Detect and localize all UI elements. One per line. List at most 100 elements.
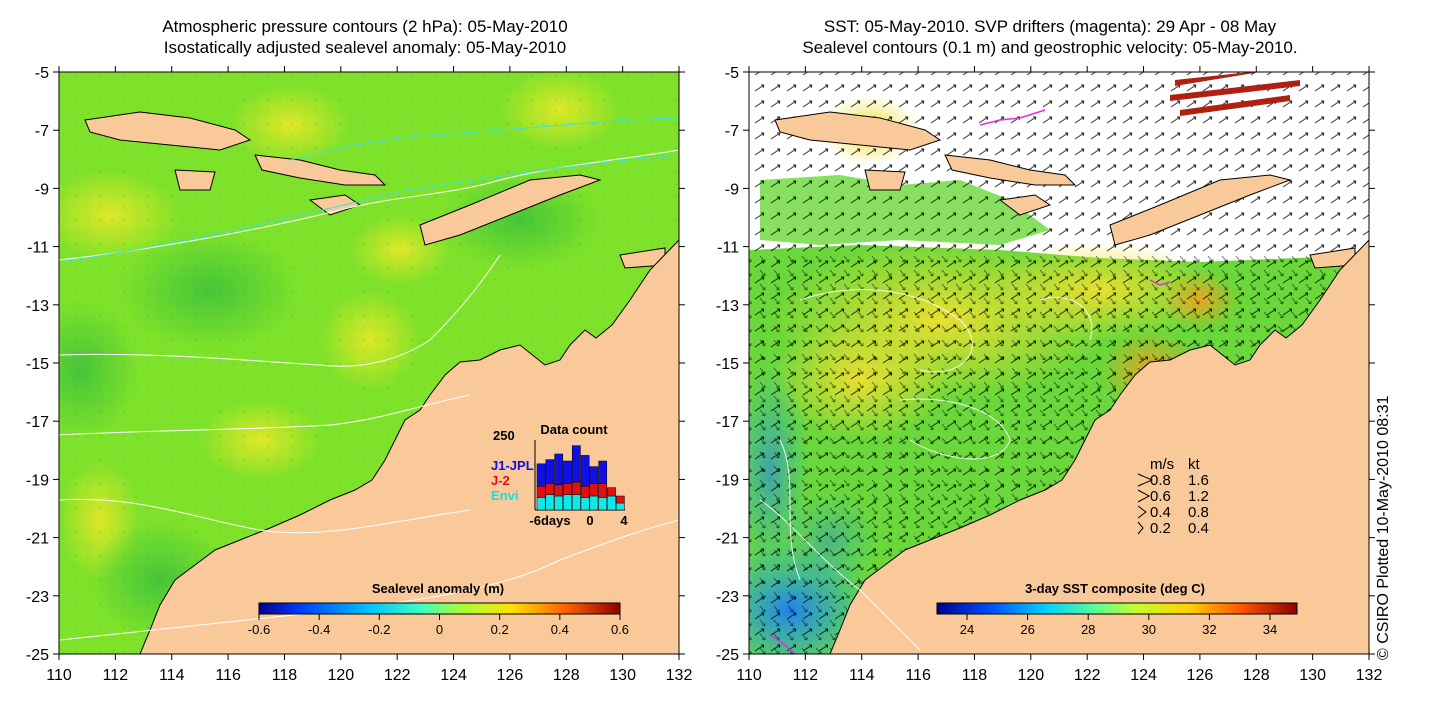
inset-bar-j2 — [563, 483, 572, 495]
inset-bar-j2 — [536, 485, 546, 498]
velocity-legend-arrow — [1137, 505, 1147, 519]
inset-x-tick-label: 4 — [620, 513, 628, 528]
velocity-ms-value: 0.2 — [1150, 520, 1171, 537]
y-tick-label: -15 — [716, 356, 739, 373]
colorbar-tick-label: 28 — [1081, 622, 1095, 637]
inset-legend-label: Envi — [491, 488, 518, 503]
x-tick-label: 126 — [497, 667, 524, 684]
right-panel-title: SST: 05-May-2010. SVP drifters (magenta)… — [760, 16, 1340, 58]
x-tick-label: 130 — [609, 667, 636, 684]
right-colorbar — [936, 602, 1298, 615]
left-y-axis: -5 -7 -9 -11 -13 -15 -17 -19 -21 -23 -25 — [26, 65, 685, 664]
y-tick-label: -19 — [716, 472, 739, 489]
y-tick-label: -7 — [35, 123, 49, 140]
left-contour-lines — [59, 149, 679, 641]
inset-bar-envi — [554, 495, 564, 511]
y-tick-label: -25 — [26, 647, 49, 664]
y-tick-label: -11 — [27, 240, 49, 257]
x-tick-label: 120 — [327, 667, 354, 684]
inset-bar-j2 — [571, 481, 581, 495]
inset-x-tick-label: -6days — [529, 513, 570, 528]
right-map-area — [749, 72, 1369, 654]
colorbar-tick-label: 30 — [1142, 622, 1156, 637]
inset-bar-envi — [563, 494, 572, 511]
right-y-axis: -5 -7 -9 -11 -13 -15 -17 -19 -21 -23 -25 — [716, 65, 1375, 664]
inset-legend-label: J1-JPL — [491, 458, 534, 473]
y-tick-label: -21 — [716, 531, 739, 548]
x-tick-label: 118 — [272, 667, 298, 684]
x-tick-label: 130 — [1299, 667, 1326, 684]
x-tick-label: 116 — [905, 667, 931, 684]
inset-bar-envi — [589, 495, 599, 511]
inset-bar-envi — [598, 497, 608, 511]
inset-bar-envi — [571, 494, 581, 511]
x-tick-label: 124 — [440, 667, 467, 684]
inset-bar-envi — [607, 495, 616, 511]
right-colorbar-ticks: 24 26 28 30 32 34 — [960, 614, 1277, 637]
inset-bar-j2 — [598, 483, 608, 498]
inset-bar-j1 — [554, 453, 564, 486]
colorbar-tick-label: 0 — [436, 622, 443, 637]
y-tick-label: -23 — [26, 589, 49, 606]
colorbar-tick-label: 0.2 — [491, 622, 509, 637]
csiro-credit: © CSIRO Plotted 10-May-2010 08:31 — [1375, 395, 1392, 660]
inset-bar-j2 — [580, 485, 590, 498]
x-tick-label: 120 — [1017, 667, 1044, 684]
y-tick-label: -5 — [35, 65, 49, 82]
colorbar-tick-label: -0.4 — [308, 622, 330, 637]
y-tick-label: -7 — [725, 123, 739, 140]
right-colorbar-title: 3-day SST composite (deg C) — [1025, 581, 1205, 596]
velocity-kt-value: 1.6 — [1188, 472, 1209, 489]
inset-bar-j1 — [563, 460, 572, 484]
x-tick-label: 110 — [46, 667, 72, 684]
left-title-line-1: Atmospheric pressure contours (2 hPa): 0… — [162, 17, 568, 36]
x-tick-label: 118 — [962, 667, 988, 684]
inset-bar-j1 — [536, 463, 546, 487]
x-tick-label: 126 — [1187, 667, 1214, 684]
y-tick-label: -17 — [26, 414, 49, 431]
inset-bar-envi — [536, 497, 546, 511]
x-tick-label: 114 — [849, 667, 875, 684]
inset-bar-j2 — [554, 484, 564, 497]
y-tick-label: -23 — [716, 589, 739, 606]
velocity-ms-value: 0.4 — [1150, 504, 1171, 521]
x-tick-label: 112 — [103, 667, 129, 684]
left-x-axis: 110 112 114 116 118 120 122 124 126 128 130 132 — [46, 66, 692, 684]
inset-bar-j2 — [615, 495, 625, 504]
inset-bar-envi — [545, 494, 555, 511]
x-tick-label: 112 — [793, 667, 819, 684]
inset-bar-j2 — [545, 483, 555, 495]
y-tick-label: -13 — [26, 298, 49, 315]
inset-bar-j1 — [580, 455, 590, 487]
x-tick-label: 124 — [1130, 667, 1157, 684]
x-tick-label: 116 — [215, 667, 241, 684]
inset-legend-label: J-2 — [491, 473, 510, 488]
y-tick-label: -11 — [717, 240, 739, 257]
left-colorbar-title: Sealevel anomaly (m) — [372, 581, 504, 596]
y-tick-label: -21 — [26, 531, 49, 548]
velocity-kt-value: 1.2 — [1188, 488, 1209, 505]
inset-x-tick-label: 0 — [586, 513, 593, 528]
velocity-legend-arrow — [1137, 489, 1151, 503]
legend-ms-header: m/s — [1150, 456, 1174, 473]
left-colorbar-ticks: -0.6 -0.4 -0.2 0 0.2 0.4 0.6 — [248, 614, 629, 637]
inset-bar-j1 — [589, 466, 599, 484]
y-tick-label: -19 — [26, 472, 49, 489]
right-title-line-2: Sealevel contours (0.1 m) and geostrophi… — [802, 38, 1298, 57]
left-title-line-2: Isostatically adjusted sealevel anomaly:… — [163, 38, 567, 57]
inset-bar-j2 — [607, 487, 616, 497]
velocity-kt-value: 0.4 — [1188, 520, 1209, 537]
x-tick-label: 122 — [384, 667, 411, 684]
right-australia-landmass — [829, 239, 1369, 654]
x-tick-label: 122 — [1074, 667, 1101, 684]
colorbar-tick-label: 0.6 — [611, 622, 629, 637]
colorbar-tick-label: 26 — [1020, 622, 1034, 637]
legend-kt-header: kt — [1188, 456, 1201, 473]
drifter-track — [979, 109, 1046, 126]
colorbar-tick-label: -0.2 — [368, 622, 390, 637]
inset-bar-j1 — [545, 459, 555, 484]
inset-bars — [536, 445, 625, 511]
x-tick-label: 132 — [666, 667, 693, 684]
